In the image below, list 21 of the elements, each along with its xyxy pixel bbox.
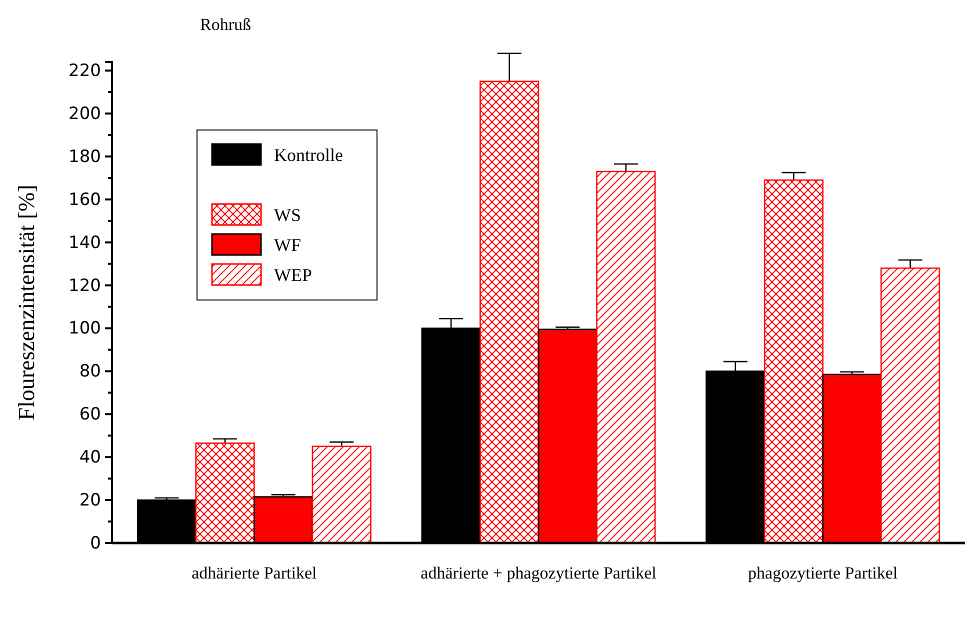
y-tick-label: 200 [68, 104, 101, 124]
x-tick-label: phagozytierte Partikel [748, 563, 898, 582]
x-tick-label: adhärierte + phagozytierte Partikel [420, 563, 657, 582]
x-tick-label: adhärierte Partikel [192, 563, 317, 582]
legend-label: WF [274, 235, 301, 255]
legend-label: Kontrolle [274, 145, 343, 165]
y-tick-label: 120 [68, 276, 101, 296]
y-tick-label: 160 [68, 190, 101, 210]
y-tick-label: 140 [68, 232, 101, 253]
y-tick-label: 80 [79, 362, 101, 382]
y-tick-label: 40 [79, 448, 101, 468]
y-axis-title: Floureszenzintensität [%] [14, 184, 39, 420]
chart-title: Rohruß [200, 15, 251, 34]
y-tick-label: 180 [68, 146, 101, 167]
legend-label: WS [274, 205, 301, 225]
legend-label: WEP [274, 265, 312, 285]
y-tick-label: 60 [79, 404, 101, 425]
y-tick-label: 100 [68, 318, 101, 339]
y-tick-label: 20 [79, 490, 101, 510]
y-tick-label: 220 [68, 61, 101, 82]
y-tick-label: 0 [90, 533, 101, 554]
